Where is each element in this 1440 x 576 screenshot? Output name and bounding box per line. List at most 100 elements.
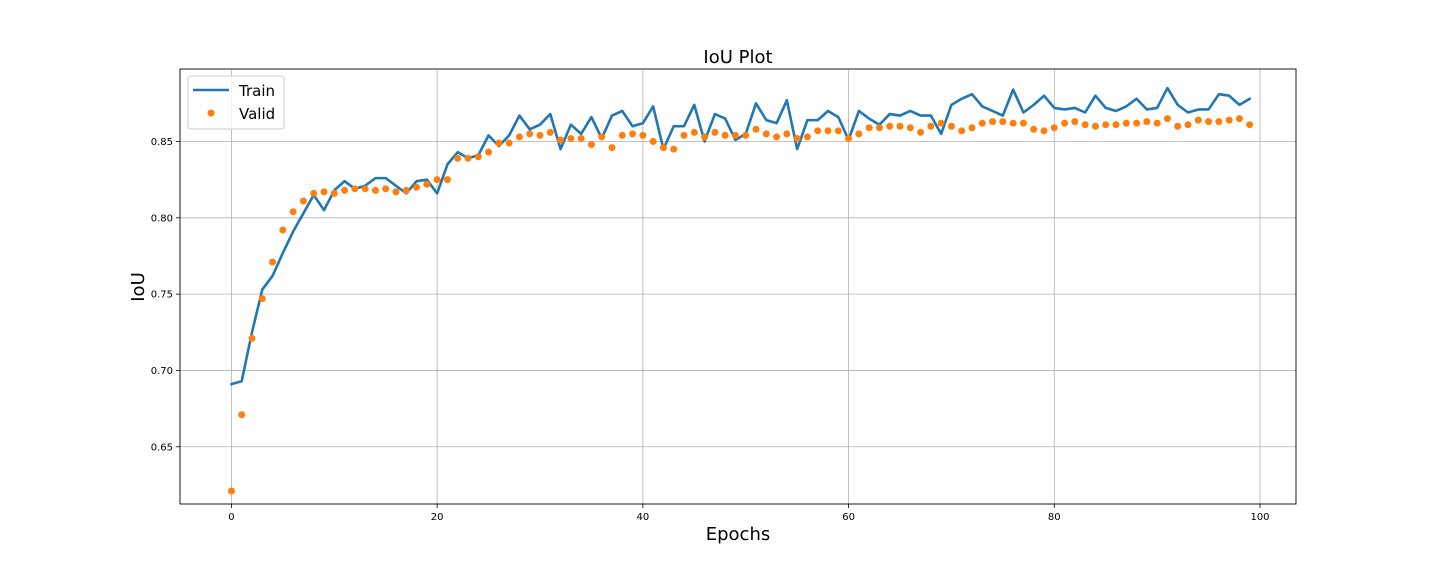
data-point-valid <box>485 148 493 156</box>
y-tick-label: 0.75 <box>151 290 173 301</box>
data-point-valid <box>1184 121 1192 129</box>
data-point-valid <box>896 122 904 130</box>
series-layer <box>227 86 1254 495</box>
data-point-valid <box>906 124 914 132</box>
x-tick-label: 60 <box>842 512 855 523</box>
y-axis-label: IoU <box>128 272 149 302</box>
grid <box>180 69 1296 504</box>
data-point-valid <box>1030 125 1038 133</box>
data-point-valid <box>258 295 266 303</box>
data-point-valid <box>742 131 750 139</box>
x-tick-label: 80 <box>1048 512 1061 523</box>
data-point-valid <box>1235 115 1243 123</box>
data-point-valid <box>1112 121 1120 129</box>
data-point-valid <box>659 144 667 152</box>
x-tick-label: 0 <box>228 512 234 523</box>
data-point-valid <box>1153 119 1161 127</box>
data-point-valid <box>783 130 791 138</box>
data-point-valid <box>999 118 1007 126</box>
data-point-valid <box>947 122 955 130</box>
data-point-valid <box>1246 121 1254 129</box>
data-point-valid <box>1133 119 1141 127</box>
data-point-valid <box>546 128 554 136</box>
data-point-valid <box>711 128 719 136</box>
data-point-valid <box>310 189 318 197</box>
data-point-valid <box>1122 119 1130 127</box>
data-point-valid <box>1040 127 1048 135</box>
y-tick-label: 0.80 <box>151 213 173 224</box>
data-point-valid <box>845 134 853 142</box>
data-point-valid <box>269 258 277 266</box>
x-axis-label: Epochs <box>706 524 771 545</box>
legend-valid-label: Valid <box>239 105 275 123</box>
legend-valid-swatch <box>207 109 215 117</box>
data-point-valid <box>371 186 379 194</box>
data-point-valid <box>474 153 482 161</box>
data-point-valid <box>1205 118 1213 126</box>
data-point-valid <box>1194 116 1202 124</box>
data-point-valid <box>855 130 863 138</box>
data-point-valid <box>238 411 246 419</box>
data-point-valid <box>917 128 925 136</box>
data-point-valid <box>1061 119 1069 127</box>
data-point-valid <box>330 189 338 197</box>
data-point-valid <box>1081 121 1089 129</box>
data-point-valid <box>495 139 503 147</box>
data-point-valid <box>1071 118 1079 126</box>
data-point-valid <box>361 185 369 193</box>
y-tick-label: 0.85 <box>151 137 173 148</box>
data-point-valid <box>968 124 976 132</box>
data-point-valid <box>1163 115 1171 123</box>
data-point-valid <box>958 127 966 135</box>
data-point-valid <box>1019 119 1027 127</box>
data-point-valid <box>464 154 472 162</box>
data-point-valid <box>557 136 565 144</box>
data-point-valid <box>865 124 873 132</box>
series-points-valid <box>227 115 1254 495</box>
x-tick-label: 100 <box>1250 512 1269 523</box>
data-point-valid <box>824 127 832 135</box>
data-point-valid <box>526 130 534 138</box>
y-tick-label: 0.65 <box>151 442 173 453</box>
data-point-valid <box>413 183 421 191</box>
data-point-valid <box>443 176 451 184</box>
data-point-valid <box>248 334 256 342</box>
data-point-valid <box>1143 118 1151 126</box>
ticks: 0 20 40 60 80 100 0.65 0.70 0.75 0.80 0.85 <box>151 137 1270 523</box>
data-point-valid <box>834 127 842 135</box>
data-point-valid <box>1050 124 1058 132</box>
data-point-valid <box>1009 119 1017 127</box>
data-point-valid <box>341 186 349 194</box>
data-point-valid <box>937 119 945 127</box>
data-point-valid <box>299 197 307 205</box>
x-tick-label: 40 <box>636 512 649 523</box>
data-point-valid <box>1102 121 1110 129</box>
data-point-valid <box>423 180 431 188</box>
data-point-valid <box>731 131 739 139</box>
data-point-valid <box>577 134 585 142</box>
data-point-valid <box>752 125 760 133</box>
data-point-valid <box>762 130 770 138</box>
data-point-valid <box>814 127 822 135</box>
data-point-valid <box>670 145 678 153</box>
data-point-valid <box>989 118 997 126</box>
data-point-valid <box>803 133 811 141</box>
chart-title: IoU Plot <box>703 47 772 68</box>
data-point-valid <box>433 176 441 184</box>
data-point-valid <box>454 154 462 162</box>
data-point-valid <box>587 141 595 149</box>
data-point-valid <box>382 185 390 193</box>
data-point-valid <box>1225 116 1233 124</box>
data-point-valid <box>227 487 235 495</box>
legend-train-label: Train <box>238 82 275 100</box>
data-point-valid <box>289 208 297 216</box>
data-point-valid <box>392 188 400 196</box>
data-point-valid <box>1174 122 1182 130</box>
data-point-valid <box>701 133 709 141</box>
data-point-valid <box>536 131 544 139</box>
data-point-valid <box>793 134 801 142</box>
x-tick-label: 20 <box>431 512 444 523</box>
data-point-valid <box>721 131 729 139</box>
data-point-valid <box>351 185 359 193</box>
